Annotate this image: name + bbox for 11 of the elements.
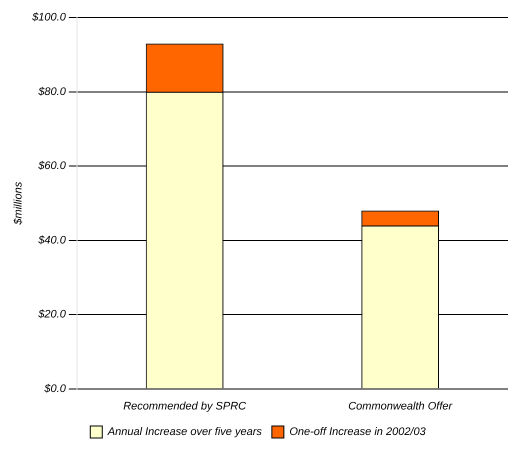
y-tick-label: $100.0	[31, 12, 67, 24]
y-tick-label: $60.0	[37, 160, 67, 172]
y-tick-label: $80.0	[37, 86, 67, 98]
x-tick-label: Commonwealth Offer	[348, 400, 454, 412]
y-tick-label: $40.0	[37, 234, 67, 246]
legend-label: Annual Increase over five years	[106, 426, 262, 438]
legend-label: One-off Increase in 2002/03	[289, 426, 427, 438]
y-axis-title: $millions	[12, 181, 25, 226]
x-tick-label: Recommended by SPRC	[123, 400, 246, 412]
y-tick-label: $20.0	[37, 308, 67, 321]
y-tick-label: $0.0	[43, 382, 67, 395]
